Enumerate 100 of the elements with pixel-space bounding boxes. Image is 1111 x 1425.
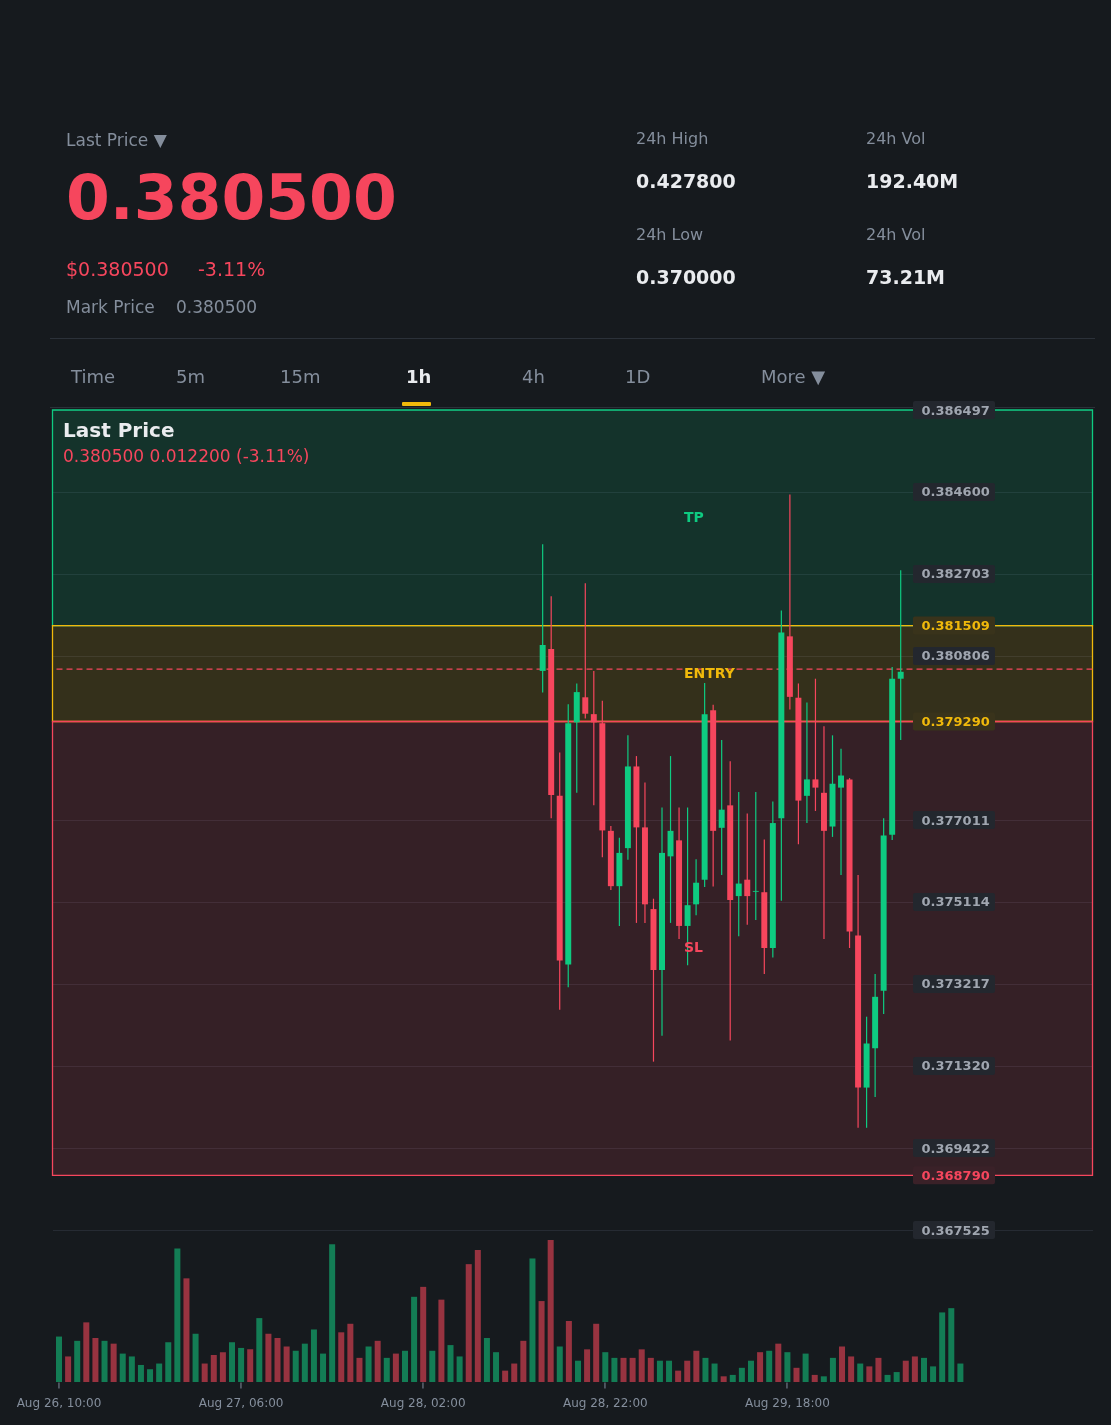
text: 15m (280, 366, 321, 388)
bar (392, 1353, 399, 1382)
bar (902, 1360, 909, 1382)
x-tick-label: Aug 28, 22:00 (562, 1395, 648, 1410)
bar (811, 1374, 818, 1382)
text: 0.370000 (636, 265, 736, 289)
bar (310, 1329, 317, 1382)
bar (784, 1352, 791, 1382)
bar (247, 1349, 254, 1382)
y-tick-label: 0.369422 (921, 1140, 990, 1156)
bar (738, 1367, 745, 1382)
y-tick-label: 0.382703 (921, 566, 990, 582)
bar (356, 1357, 363, 1382)
bar (438, 1299, 445, 1382)
bar (511, 1363, 518, 1382)
bar (493, 1352, 500, 1382)
candlestick (812, 678, 819, 812)
candlestick (897, 569, 904, 741)
bar (338, 1332, 345, 1382)
bar (675, 1370, 682, 1382)
bar (611, 1357, 618, 1382)
bar (92, 1337, 99, 1382)
bar (292, 1350, 299, 1382)
bar (474, 1249, 481, 1382)
bar (820, 1376, 827, 1382)
bar (638, 1349, 645, 1382)
bar (538, 1301, 545, 1382)
bar (165, 1342, 172, 1382)
text: 24h Low (636, 225, 704, 245)
bar (948, 1308, 955, 1382)
bar (192, 1333, 199, 1382)
bar (447, 1345, 454, 1382)
bar (401, 1350, 408, 1382)
bar (238, 1347, 245, 1382)
bar (848, 1356, 855, 1382)
bar (56, 1336, 62, 1382)
text: More ▼ (761, 366, 826, 388)
band-label: ENTRY (684, 664, 736, 681)
bar (647, 1357, 654, 1382)
candlestick (590, 670, 597, 806)
y-tick-label: 0.379290 (921, 714, 990, 729)
x-tick-label: Aug 26, 10:00 (16, 1395, 102, 1410)
bar (893, 1372, 900, 1382)
text: Mark Price (66, 296, 155, 318)
text: 5m (176, 366, 205, 388)
bar (720, 1376, 727, 1382)
y-tick-label: 0.373217 (921, 976, 990, 992)
candlestick (718, 739, 725, 876)
x-tick-label: Aug 29, 18:00 (745, 1395, 830, 1410)
bar (365, 1346, 372, 1382)
bar (465, 1264, 472, 1382)
bar (101, 1340, 108, 1382)
candlestick (803, 701, 810, 824)
text: 192.40M (866, 169, 959, 193)
bar (757, 1352, 764, 1382)
text: 1h (406, 366, 432, 388)
bar (65, 1356, 72, 1382)
bar (74, 1340, 81, 1382)
text: 1D (625, 366, 651, 388)
x-tick-label: Aug 27, 06:00 (198, 1395, 284, 1410)
text: -3.11% (198, 257, 266, 281)
text: 24h Vol (866, 225, 926, 245)
bar (684, 1360, 691, 1382)
bar (228, 1342, 235, 1382)
text: $0.380500 (66, 257, 169, 281)
text: 4h (522, 366, 545, 388)
bar (219, 1352, 226, 1382)
bar (866, 1366, 873, 1382)
bar (347, 1323, 354, 1382)
bar (210, 1355, 217, 1382)
bar (930, 1366, 937, 1382)
bar (502, 1370, 509, 1382)
text: 0.380500 (176, 296, 258, 318)
bar (556, 1346, 563, 1382)
bar (884, 1374, 891, 1382)
bar (119, 1353, 126, 1382)
y-tick-label: 0.386497 (921, 402, 990, 418)
y-tick-label: 0.375114 (921, 894, 990, 910)
text: 24h Vol (866, 129, 926, 149)
bar (520, 1340, 527, 1382)
y-tick-label: 0.367525 (921, 1222, 990, 1238)
bar (183, 1278, 190, 1382)
bar (529, 1258, 536, 1382)
bar (656, 1360, 663, 1382)
bar (593, 1323, 600, 1382)
bar (920, 1357, 927, 1382)
bar (829, 1357, 836, 1382)
bar (283, 1346, 290, 1382)
bar (747, 1360, 754, 1382)
bar (693, 1350, 700, 1382)
bar (574, 1360, 581, 1382)
bar (483, 1337, 490, 1382)
bar (584, 1349, 591, 1382)
bar (620, 1357, 627, 1382)
text: 0.380500 (66, 160, 397, 236)
bar (875, 1357, 882, 1382)
bar (156, 1363, 163, 1382)
bar (374, 1340, 381, 1382)
text: Last Price ▼ (66, 129, 167, 151)
candlestick (838, 748, 845, 876)
